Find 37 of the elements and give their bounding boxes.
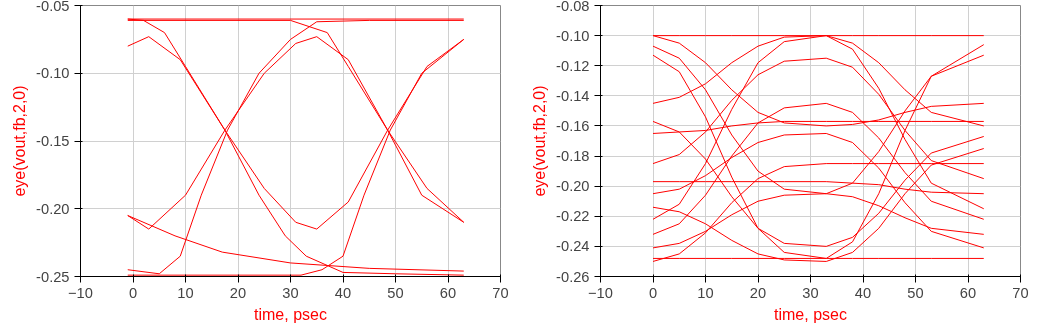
y-tick-label: -0.20 bbox=[556, 178, 590, 195]
x-tick-label: 10 bbox=[177, 284, 194, 301]
y-tick-label: -0.15 bbox=[36, 133, 70, 149]
x-tick-label: 20 bbox=[749, 284, 767, 301]
x-tick-label: 10 bbox=[697, 284, 714, 301]
y-tick-label: -0.05 bbox=[36, 0, 70, 14]
y-tick-label: -0.10 bbox=[556, 27, 590, 44]
x-tick-label: 30 bbox=[282, 284, 299, 301]
x-tick-label: 0 bbox=[648, 284, 658, 301]
x-tick-label: 70 bbox=[1012, 284, 1029, 301]
y-tick-label: -0.10 bbox=[36, 65, 70, 82]
x-tick-label: 0 bbox=[128, 284, 138, 301]
x-tick-label: 60 bbox=[439, 284, 457, 301]
x-axis-title: time, psec bbox=[774, 305, 847, 323]
x-tick-label: −10 bbox=[588, 284, 613, 301]
x-tick-label: 30 bbox=[802, 284, 819, 301]
y-tick-label: -0.14 bbox=[556, 87, 590, 104]
y-axis-title: eye(vout,fb,2,0) bbox=[531, 85, 549, 197]
x-tick-label: 50 bbox=[907, 284, 924, 301]
y-tick-label: -0.24 bbox=[556, 238, 590, 255]
y-tick-label: -0.26 bbox=[556, 268, 590, 285]
y-tick-label: -0.20 bbox=[36, 200, 70, 217]
x-tick-label: 60 bbox=[959, 284, 977, 301]
x-axis-title: time, psec bbox=[254, 305, 327, 323]
y-tick-label: -0.16 bbox=[556, 117, 590, 134]
x-tick-label: 20 bbox=[229, 284, 247, 301]
y-tick-label: -0.25 bbox=[36, 268, 70, 285]
x-tick-label: 70 bbox=[492, 284, 509, 301]
y-axis-title: eye(vout,fb,2,0) bbox=[11, 85, 29, 197]
y-tick-label: -0.22 bbox=[556, 208, 590, 225]
y-tick-label: -0.12 bbox=[556, 57, 590, 74]
y-tick-label: -0.18 bbox=[556, 148, 590, 165]
x-tick-label: 50 bbox=[387, 284, 404, 301]
x-tick-label: −10 bbox=[68, 284, 93, 301]
x-tick-label: 40 bbox=[334, 284, 352, 301]
x-tick-label: 40 bbox=[854, 284, 872, 301]
y-tick-label: -0.08 bbox=[556, 0, 590, 14]
